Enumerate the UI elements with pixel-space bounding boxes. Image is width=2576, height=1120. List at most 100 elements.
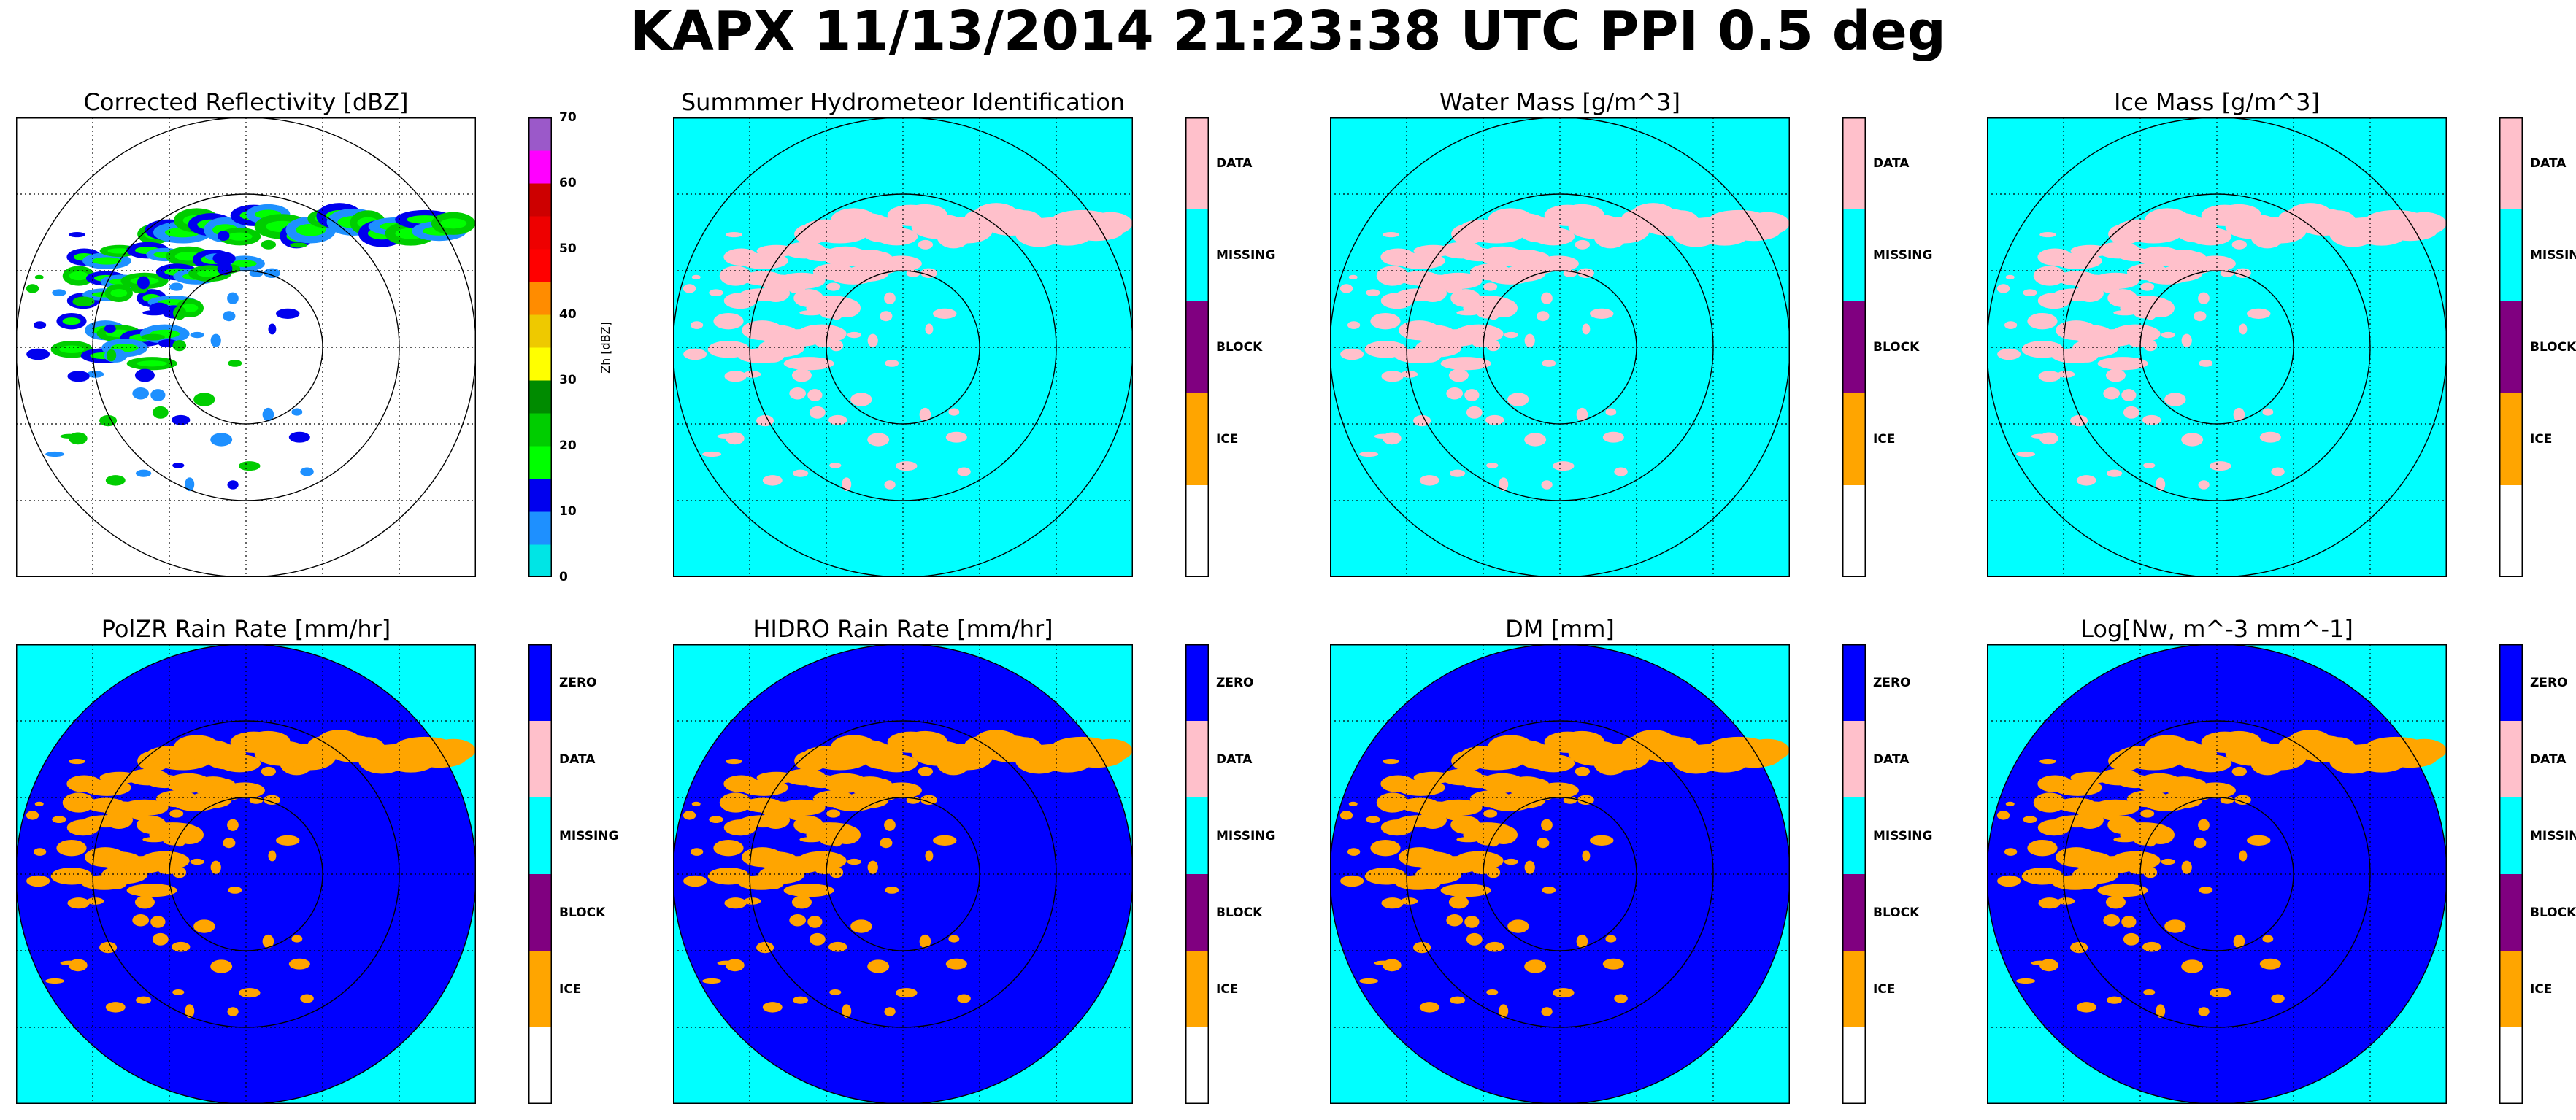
echo-cell [2247, 308, 2271, 319]
echo-cell [2103, 914, 2121, 927]
colorbar-category-label: MISSING [2530, 248, 2576, 263]
echo-cell [34, 801, 44, 807]
echo-cell [210, 433, 233, 447]
echo-cell [1541, 292, 1553, 304]
echo-cell [789, 914, 807, 927]
colorbar-category-label: BLOCK [1216, 905, 1263, 920]
echo-cell [193, 393, 215, 406]
echo-cell [884, 480, 896, 490]
echo-cell [874, 262, 890, 276]
echo-cell [874, 757, 887, 768]
echo-cell [702, 451, 722, 457]
echo-cell [185, 477, 195, 492]
echo-cell [171, 414, 191, 425]
echo-cell [2262, 408, 2274, 416]
colorbar-category-label: ICE [1216, 432, 1239, 447]
echo-cell [2123, 406, 2139, 419]
echo-cell [1485, 414, 1504, 425]
echo-cell [210, 959, 233, 973]
colorbar-category-label: BLOCK [2530, 905, 2576, 920]
colorbar [2499, 644, 2523, 1105]
echo-cell [1485, 941, 1504, 952]
echo-cell [2107, 803, 2121, 816]
range-rings [1987, 644, 2447, 1104]
colorbar-category-label: MISSING [1216, 248, 1276, 263]
echo-cell [828, 941, 847, 952]
colorbar-segment [1185, 951, 1209, 1028]
ppi-plot [673, 117, 1133, 577]
echo-cell [2103, 387, 2121, 400]
echo-cell [2016, 978, 2036, 984]
colorbar-segment [2499, 301, 2523, 394]
echo-cell [33, 848, 47, 856]
echo-cell [957, 994, 971, 1003]
range-ring [1406, 720, 1714, 1028]
echo-cell [2143, 867, 2158, 878]
echo-cell [896, 988, 918, 998]
echo-cell [1575, 766, 1591, 776]
echo-cell [1486, 462, 1499, 468]
echo-cell [26, 811, 39, 820]
echo-cell [1446, 914, 1464, 927]
colorbar-category-label: MISSING [1216, 828, 1276, 843]
echo-cell [1455, 333, 1479, 341]
echo-cell [1448, 368, 1469, 382]
colorbar-tick-label: 10 [559, 504, 577, 519]
ppi-svg [16, 117, 476, 577]
panel-title: HIDRO Rain Rate [mm/hr] [753, 615, 1053, 643]
echo-cell [874, 231, 887, 242]
range-ring [92, 193, 400, 501]
echo-cell [809, 932, 826, 946]
colorbar-segment [1185, 393, 1209, 486]
echo-cell [2234, 268, 2251, 278]
echo-cell [2097, 884, 2148, 897]
colorbar-frame [1842, 644, 1866, 1104]
colorbar-segment [1842, 393, 1866, 486]
colorbar-segment [1185, 117, 1209, 210]
echo-cell [2143, 462, 2156, 468]
echo-cell [217, 757, 230, 768]
echo-cell [106, 349, 117, 362]
echo-cell [72, 823, 95, 833]
colorbar-tick-label: 30 [559, 373, 577, 387]
echo-cell [2198, 1007, 2210, 1016]
colorbar-axis-label: Zh [dBZ] [598, 322, 612, 374]
echo-cell [761, 324, 773, 333]
echo-cell [691, 274, 701, 280]
echo-cell [239, 461, 261, 471]
echo-cell [2107, 276, 2121, 290]
echo-cell [1576, 407, 1588, 422]
range-ring [2063, 193, 2371, 501]
axes-frame [673, 117, 1133, 577]
echo-cell [1524, 333, 1535, 347]
echo-cell [756, 941, 774, 954]
colorbar-segment [528, 797, 552, 875]
echo-cell [2123, 932, 2139, 946]
echo-cell [829, 867, 844, 878]
echo-cell [2194, 311, 2207, 322]
echo-cell [1413, 941, 1431, 954]
ppi-svg [1987, 644, 2447, 1104]
ppi-svg [1330, 117, 1790, 577]
echo-cell [1383, 959, 1402, 972]
echo-cell [2038, 897, 2061, 909]
echo-cell [1499, 1004, 1509, 1019]
echo-cell [69, 231, 85, 238]
colorbar-segment [1842, 117, 1866, 210]
colorbar-segment [1185, 797, 1209, 875]
echo-cell [2112, 860, 2136, 868]
colorbar-segment [1185, 1027, 1209, 1105]
echo-cell [150, 916, 166, 928]
echo-cell [1450, 469, 1466, 477]
colorbar-category-label: BLOCK [1873, 340, 1920, 355]
echo-cell [1383, 432, 1402, 445]
echo-cell [867, 333, 878, 347]
colorbar [1842, 644, 1866, 1105]
colorbar-segment [2499, 874, 2523, 951]
echo-cell [709, 289, 723, 296]
echo-cell [1590, 308, 1614, 319]
echo-cell [1418, 851, 1430, 860]
echo-cell [1542, 886, 1556, 894]
colorbar-segment [528, 874, 552, 951]
echo-cell [826, 282, 841, 291]
